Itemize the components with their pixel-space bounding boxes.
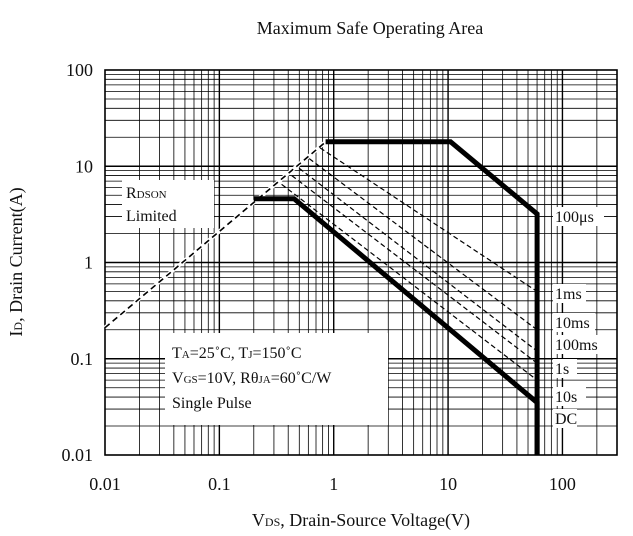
x-tick-label: 10: [439, 474, 457, 494]
curve-100s: [325, 139, 540, 455]
conditions-text: T: [172, 345, 182, 362]
rdson-sub: DSON: [137, 189, 167, 201]
x-tick-label: 100: [549, 474, 576, 494]
curve-label-background: [553, 313, 595, 332]
y-axis-label-sub: D: [11, 322, 25, 331]
conditions-subscript: JA: [258, 374, 270, 386]
x-tick-label: 1: [329, 474, 338, 494]
x-axis-label-main: V: [252, 510, 265, 530]
conditions-text: V: [172, 370, 184, 387]
rdson-annotation-background: [122, 180, 214, 228]
chart-title: Maximum Safe Operating Area: [257, 18, 483, 38]
curve-label-dc: DC: [555, 411, 577, 428]
curve-100ms: [298, 167, 538, 352]
y-axis-label: ID, Drain Current(A): [6, 187, 27, 336]
y-axis-label-rest: , Drain Current(A): [6, 187, 27, 321]
conditions-text: =60˚C/W: [271, 370, 332, 387]
conditions-subscript: J: [248, 349, 253, 361]
curve-label-100s: 100μs: [555, 209, 594, 226]
y-tick-labels: 0.01 0.1 1 10 100: [62, 60, 94, 465]
curve-label-1ms: 1ms: [555, 286, 582, 303]
rdson-limited-label: Limited: [126, 208, 177, 225]
rdson-annotation: RDSON Limited: [122, 180, 214, 228]
x-axis-label-sub: DS: [265, 515, 280, 529]
x-tick-labels: 0.01 0.1 1 10 100: [89, 474, 576, 494]
curve-1s: [291, 175, 538, 364]
x-tick-label: 0.01: [89, 474, 121, 494]
curve-label-background: [553, 207, 604, 226]
curve-label-1s: 1s: [555, 361, 569, 378]
rdson-main: R: [126, 185, 137, 202]
conditions-text: =25˚C, T: [190, 345, 249, 362]
y-axis-label-main: I: [6, 331, 26, 337]
rdson-limit-line: [104, 142, 326, 329]
curves: [103, 139, 540, 455]
x-axis-label-rest: , Drain-Source Voltage(V): [280, 510, 470, 531]
conditions-line: TA=25˚C, TJ=150˚C: [172, 345, 302, 362]
x-axis-label: VDS, Drain-Source Voltage(V): [252, 510, 470, 531]
y-tick-label: 1: [84, 253, 93, 273]
conditions-box-background: [165, 333, 388, 425]
curve-1ms: [319, 147, 538, 293]
conditions-subscript: GS: [184, 374, 198, 386]
conditions-line: Single Pulse: [172, 395, 252, 412]
rdson-label: RDSON: [126, 185, 167, 202]
curve-labels: 100μs 1ms 10ms 100ms 1s 10s DC: [553, 207, 604, 428]
curve-label-background: [553, 387, 586, 406]
curve-label-10ms: 10ms: [555, 315, 590, 332]
curve-label-100ms: 100ms: [555, 337, 598, 354]
curve-label-background: [553, 409, 577, 428]
curve-label-background: [553, 335, 604, 354]
curve-label-background: [553, 284, 586, 303]
curve-dc: [253, 196, 540, 455]
conditions-line: VGS=10V, RθJA=60˚C/W: [172, 370, 332, 387]
conditions-text: =150˚C: [253, 345, 302, 362]
curve-10s: [281, 183, 538, 381]
y-tick-label: 10: [75, 156, 93, 176]
conditions-text: Single Pulse: [172, 395, 252, 412]
x-tick-label: 0.1: [208, 474, 231, 494]
curve-label-10s: 10s: [555, 389, 577, 406]
y-tick-label: 0.01: [62, 445, 94, 465]
conditions-text: =10V, Rθ: [198, 370, 259, 387]
conditions-subscript: A: [182, 349, 190, 361]
curve-label-background: [553, 359, 577, 378]
plot-frame: [104, 69, 618, 456]
y-tick-label: 0.1: [71, 349, 94, 369]
y-tick-label: 100: [66, 60, 93, 80]
